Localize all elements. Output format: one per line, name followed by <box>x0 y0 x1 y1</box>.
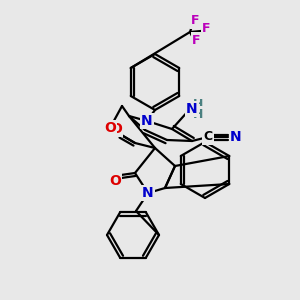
Text: N: N <box>186 102 198 116</box>
Text: F: F <box>202 22 210 35</box>
Text: N: N <box>142 186 154 200</box>
Text: N: N <box>230 130 242 144</box>
Text: O: O <box>109 174 121 188</box>
Text: N: N <box>141 114 153 128</box>
Text: H: H <box>193 107 203 121</box>
Text: H: H <box>193 98 203 110</box>
Text: C: C <box>203 130 213 143</box>
Text: O: O <box>110 122 122 136</box>
Text: F: F <box>191 14 199 28</box>
Text: F: F <box>192 34 200 46</box>
Text: O: O <box>104 121 116 135</box>
